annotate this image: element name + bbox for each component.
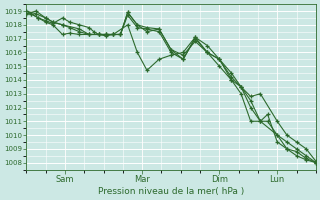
X-axis label: Pression niveau de la mer( hPa ): Pression niveau de la mer( hPa ) [98, 187, 244, 196]
